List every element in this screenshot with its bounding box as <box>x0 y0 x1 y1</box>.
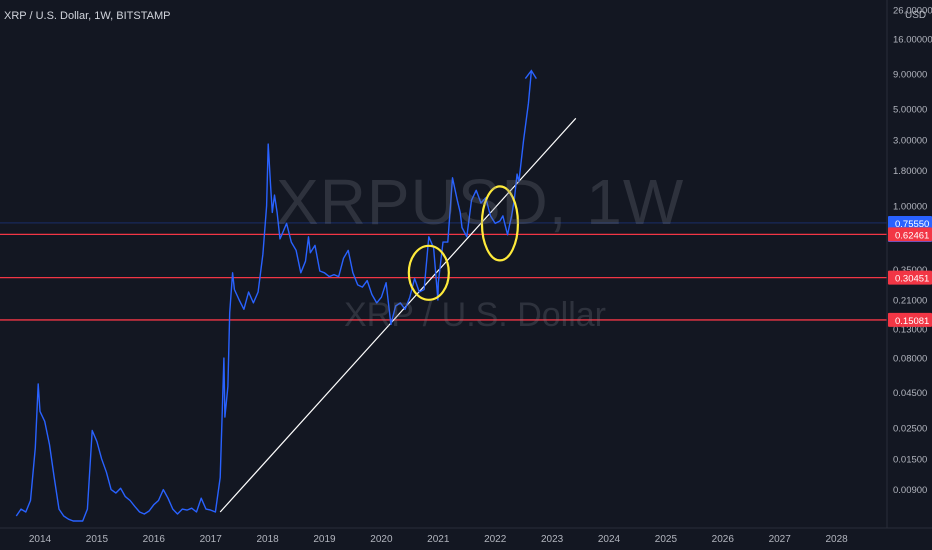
x-tick-label: 2024 <box>598 534 621 545</box>
y-tick-label: 3.00000 <box>893 135 927 146</box>
price-tag-box <box>888 270 932 285</box>
x-tick-label: 2015 <box>86 534 109 545</box>
x-tick-label: 2016 <box>143 534 166 545</box>
y-tick-label: 0.13000 <box>893 324 927 335</box>
y-tick-label: 0.35000 <box>893 265 927 276</box>
currency-label: USD <box>905 10 927 21</box>
price-group <box>15 69 537 522</box>
y-tick-label: 1.00000 <box>893 202 927 213</box>
price-tag-label: 0.75550 <box>895 219 929 230</box>
watermark-name: XRP / U.S. Dollar <box>344 296 607 334</box>
x-tick-label: 2025 <box>655 534 678 545</box>
highlight-circle[interactable] <box>480 185 520 262</box>
price-tag-box <box>888 227 932 242</box>
price-tag-label: 0.15081 <box>895 316 929 327</box>
y-tick-label: 0.02500 <box>893 424 927 435</box>
y-tick-label: 1.80000 <box>893 166 927 177</box>
x-tick-label: 2017 <box>200 534 223 545</box>
y-tick-label: 5.00000 <box>893 105 927 116</box>
watermark-ticker: XRPUSD, 1W <box>276 166 685 238</box>
level-lines <box>0 222 887 321</box>
price-tag-box <box>888 312 932 327</box>
x-tick-label: 2020 <box>370 534 393 545</box>
x-tick-label: 2028 <box>825 534 848 545</box>
y-tick-label: 0.08000 <box>893 354 927 365</box>
price-tag-label: 0.62461 <box>895 230 929 241</box>
circle-group <box>407 185 520 301</box>
arrow-head <box>524 69 537 80</box>
y-tick-label: 26.00000 <box>893 6 932 17</box>
y-tick-label: 0.21000 <box>893 296 927 307</box>
x-tick-label: 2022 <box>484 534 507 545</box>
y-tick-label: 9.00000 <box>893 69 927 80</box>
price-series-line[interactable] <box>15 70 533 522</box>
x-tick-label: 2026 <box>712 534 735 545</box>
symbol-title[interactable]: XRP / U.S. Dollar, 1W, BITSTAMP <box>4 10 171 22</box>
price-tag-label: 0.30451 <box>895 274 929 285</box>
x-tick-label: 2027 <box>769 534 792 545</box>
x-tick-label: 2019 <box>313 534 336 545</box>
y-tick-label: 16.00000 <box>893 35 932 46</box>
x-tick-label: 2023 <box>541 534 564 545</box>
x-tick-label: 2018 <box>256 534 279 545</box>
y-tick-label: 0.04500 <box>893 388 927 399</box>
price-axis[interactable]: 0.00900 0.01500 0.02500 0.04500 0.08000 0.130… <box>886 0 932 528</box>
x-tick-label: 2014 <box>29 534 52 545</box>
time-axis[interactable]: 2014 2015 2016 2017 2018 2019 2020 2021 2022 2023… <box>0 527 932 545</box>
x-tick-label: 2021 <box>427 534 450 545</box>
highlight-circle[interactable] <box>407 244 450 301</box>
y-tick-label: 0.00900 <box>893 485 927 496</box>
y-tick-label: 0.01500 <box>893 454 927 465</box>
